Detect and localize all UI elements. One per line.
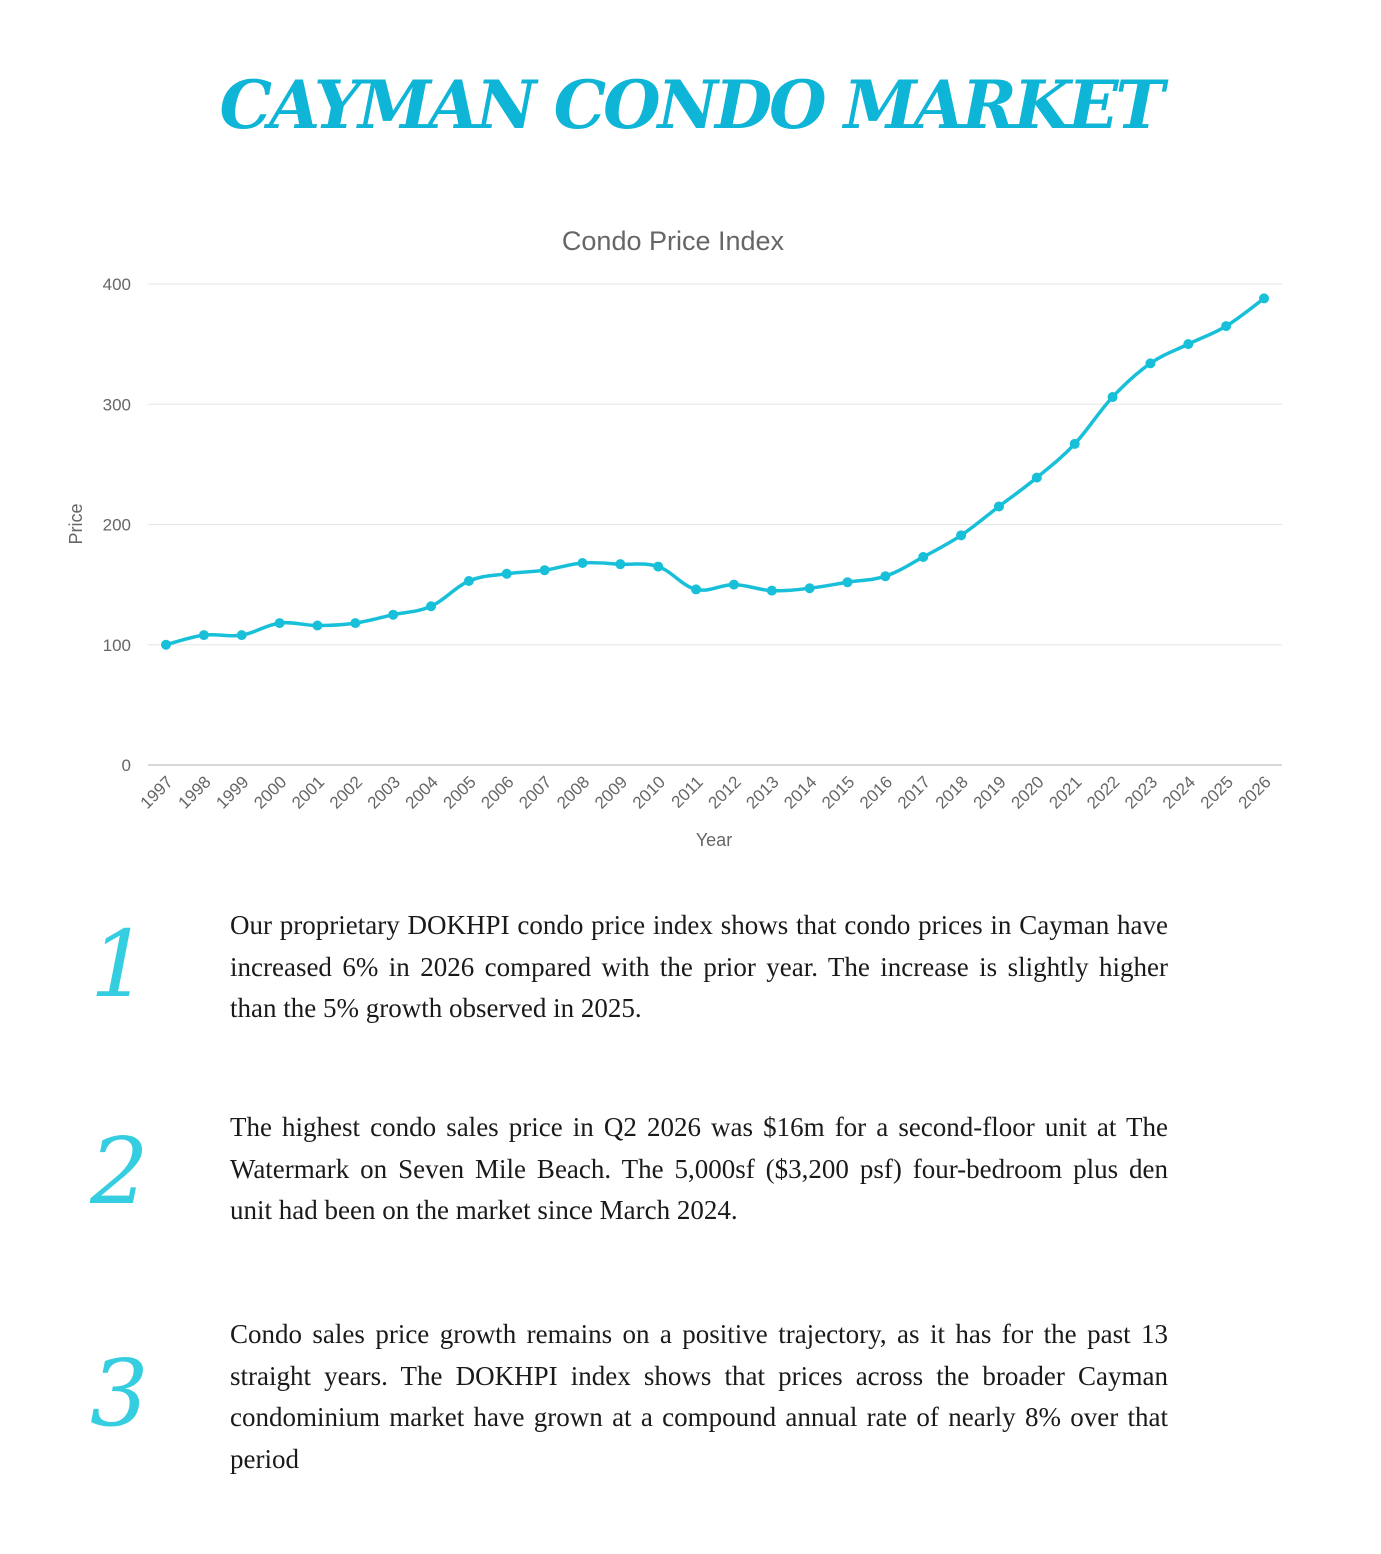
data-point [1145, 358, 1156, 369]
data-point [463, 576, 474, 587]
x-tick-label: 2000 [250, 772, 290, 812]
data-point [728, 579, 739, 590]
data-point [615, 559, 626, 570]
chart-gridlines [148, 283, 1282, 766]
x-tick-label: 2023 [1121, 772, 1161, 812]
y-tick-label: 200 [103, 516, 131, 535]
data-point [804, 583, 815, 594]
y-tick-label: 400 [103, 275, 131, 294]
data-point [388, 609, 399, 620]
price-index-line [164, 296, 1266, 647]
data-point [1221, 321, 1232, 332]
data-point [312, 620, 323, 631]
data-point [1259, 293, 1269, 304]
x-tick-label: 2019 [970, 772, 1010, 812]
data-point [274, 618, 285, 629]
data-point [161, 639, 171, 650]
y-axis-label: Price [66, 503, 86, 544]
data-point [198, 630, 209, 641]
x-tick-label: 2026 [1235, 772, 1275, 812]
data-point [1183, 339, 1194, 350]
finding-number: 2 [90, 1118, 149, 1225]
data-point [653, 561, 664, 572]
x-tick-label: 2009 [591, 772, 631, 812]
finding-number: 3 [90, 1340, 149, 1447]
x-tick-label: 2016 [856, 772, 896, 812]
x-tick-label: 2008 [553, 772, 593, 812]
x-tick-label: 2004 [402, 772, 442, 812]
x-tick-label: 2006 [477, 772, 517, 812]
x-tick-label: 2014 [780, 772, 820, 812]
data-point [1107, 392, 1118, 403]
x-axis-label: Year [696, 830, 732, 850]
data-point [236, 630, 247, 641]
x-tick-label: 2017 [894, 772, 934, 812]
x-tick-label: 1998 [175, 772, 215, 812]
x-tick-label: 2022 [1083, 772, 1123, 812]
data-point [426, 601, 437, 612]
x-tick-label: 2018 [932, 772, 972, 812]
x-tick-label: 2021 [1045, 772, 1085, 812]
y-tick-label: 0 [122, 756, 131, 775]
data-point [918, 551, 929, 562]
y-tick-label: 100 [103, 636, 131, 655]
data-point [880, 571, 891, 582]
finding-text: The highest condo sales price in Q2 2026… [230, 1112, 1168, 1225]
data-point [577, 557, 588, 568]
chart-title: Condo Price Index [562, 226, 785, 256]
y-tick-label: 300 [103, 395, 131, 414]
data-point [842, 577, 853, 588]
condo-price-index-chart: Condo Price Index 0 100 200 300 400 1997 1998… [0, 215, 1381, 865]
x-tick-label: 1997 [137, 772, 177, 812]
price-index-points [161, 293, 1269, 650]
x-tick-label: 1999 [212, 772, 252, 812]
x-tick-label: 2020 [1007, 772, 1047, 812]
finding-text: Our proprietary DOKHPI condo price index… [230, 910, 1168, 1023]
data-point [691, 584, 702, 595]
data-point [350, 618, 361, 629]
x-tick-label: 2002 [326, 772, 366, 812]
chart-svg: Condo Price Index 0 100 200 300 400 19971998… [66, 226, 1282, 850]
x-tick-label: 2007 [515, 772, 555, 812]
x-tick-label: 2013 [742, 772, 782, 812]
x-tick-label: 2010 [629, 772, 669, 812]
finding-text: Condo sales price growth remains on a po… [230, 1319, 1168, 1474]
page-title: CAYMAN CONDO MARKET [219, 66, 1164, 144]
x-tick-label: 2011 [668, 772, 707, 811]
y-axis-ticks: 0 100 200 300 400 [103, 275, 131, 775]
data-point [766, 585, 777, 596]
data-point [993, 501, 1004, 512]
x-tick-label: 2025 [1197, 772, 1237, 812]
x-tick-label: 2005 [440, 772, 480, 812]
x-tick-label: 2015 [818, 772, 858, 812]
data-point [956, 530, 967, 541]
x-axis-ticks: 1997199819992000200120022003200420052006… [137, 772, 1275, 812]
data-point [501, 568, 512, 579]
data-point [1069, 438, 1080, 449]
x-tick-label: 2024 [1159, 772, 1199, 812]
data-point [539, 565, 550, 576]
x-tick-label: 2003 [364, 772, 404, 812]
x-tick-label: 2012 [705, 772, 745, 812]
finding-number: 1 [90, 911, 149, 1018]
x-tick-label: 2001 [288, 772, 328, 812]
data-point [1031, 472, 1042, 483]
